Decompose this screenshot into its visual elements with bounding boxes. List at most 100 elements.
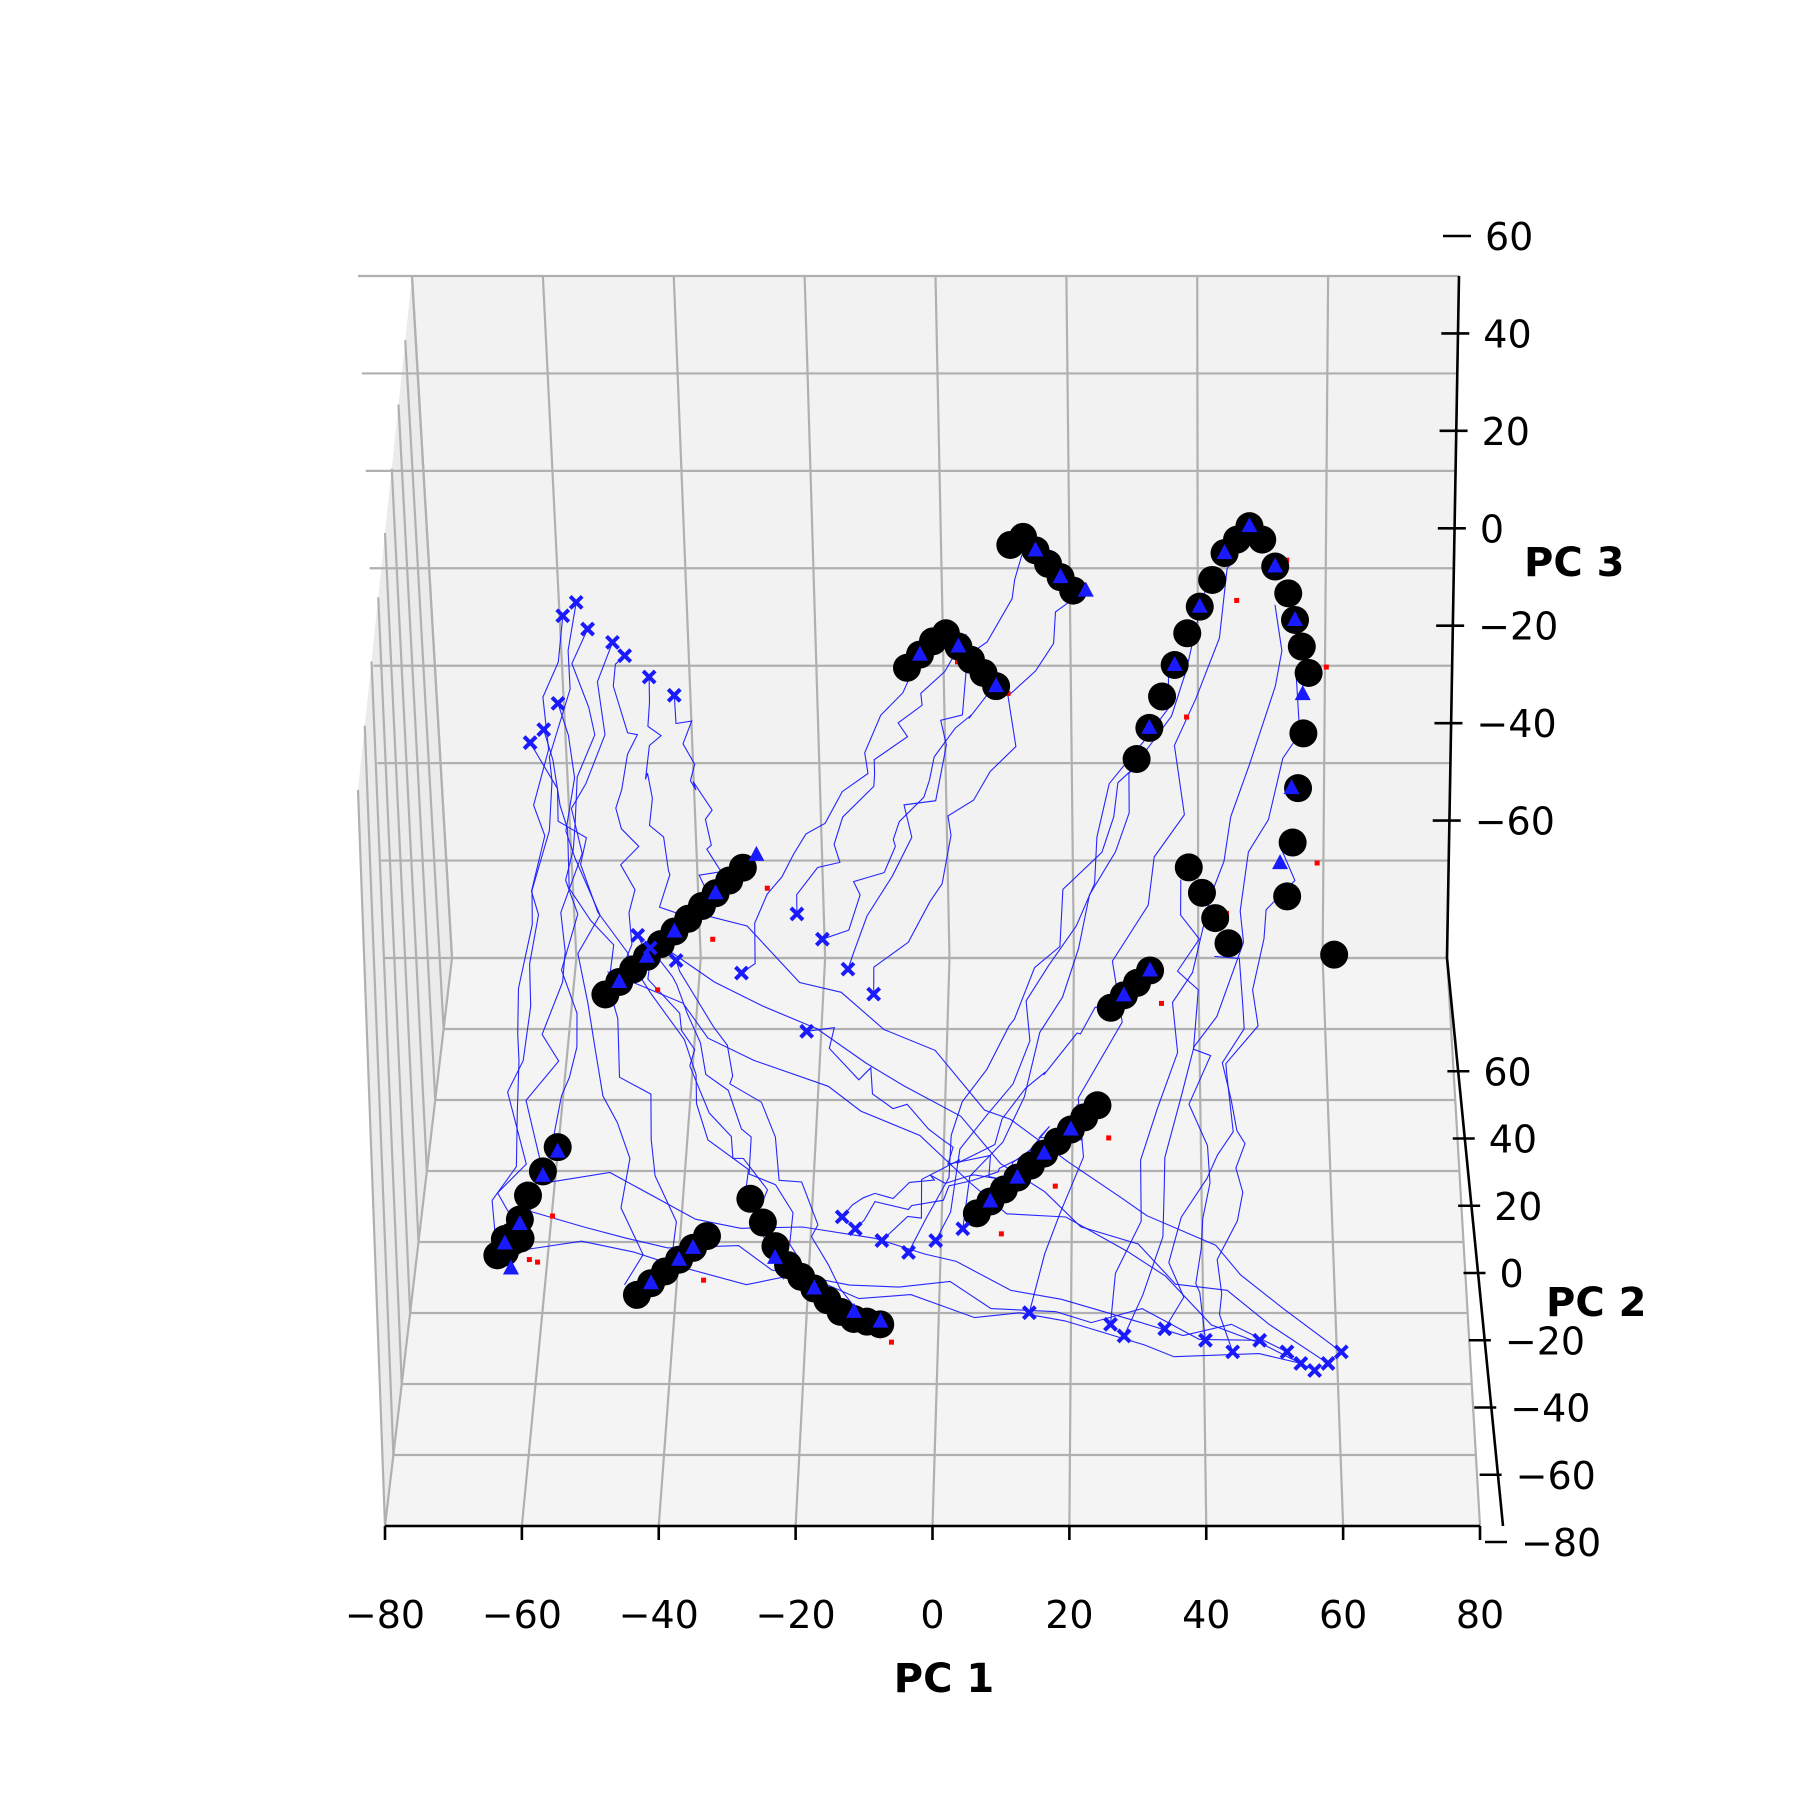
triangle-marker: [1077, 581, 1094, 597]
circle-marker: [1198, 565, 1227, 594]
x-marker: [1021, 1305, 1037, 1321]
x-tick-label: 40: [1182, 1593, 1230, 1637]
gridline-x-wall: [934, 275, 951, 959]
x-marker: [555, 608, 571, 624]
circle-marker: [1294, 658, 1323, 687]
triangle-marker: [685, 1238, 702, 1254]
circle-marker: [1274, 579, 1303, 608]
left-pane: [358, 276, 452, 1526]
triangle-marker: [1216, 544, 1233, 560]
circle-marker: [748, 1208, 777, 1237]
x-marker: [1293, 1355, 1309, 1371]
gridline-x-wall: [803, 275, 827, 959]
x-tick-label: 80: [1456, 1593, 1504, 1637]
circle-marker: [692, 1222, 721, 1251]
z-tick-label: 0: [1480, 507, 1504, 551]
trajectory-line: [557, 703, 644, 1286]
trajectory-line: [1109, 604, 1283, 1325]
y-tick-label: −40: [1510, 1387, 1590, 1431]
z-tick-label: −20: [1478, 605, 1558, 649]
trajectory-line: [491, 602, 577, 1244]
trajectory-line: [1028, 525, 1258, 1313]
x-marker: [874, 1233, 890, 1249]
x-marker: [630, 927, 646, 943]
y-axis-line: [1445, 957, 1505, 1527]
triangle-marker: [806, 1279, 823, 1295]
x-marker: [666, 687, 682, 703]
triangle-marker: [1009, 1168, 1026, 1184]
x-tick-label: 0: [920, 1593, 944, 1637]
triangle-marker: [638, 947, 655, 963]
circle-marker: [736, 1184, 765, 1213]
triangle-marker: [846, 1302, 863, 1318]
z-tick-label: 20: [1482, 410, 1530, 454]
red-dot-marker: [655, 987, 661, 993]
triangle-marker: [1166, 656, 1183, 672]
x-marker: [580, 621, 596, 637]
x-marker: [642, 940, 658, 956]
x-marker: [536, 722, 552, 738]
trajectory-line: [1214, 955, 1246, 1353]
trajectory-line: [496, 615, 564, 1230]
x-marker: [1198, 1332, 1213, 1348]
trajectory-line: [649, 947, 842, 1312]
z-axis-title: PC 3: [1524, 540, 1624, 586]
trajectory-line: [612, 655, 640, 978]
circle-marker: [514, 1181, 543, 1210]
triangle-marker: [1027, 541, 1044, 557]
z-tick-label: −40: [1476, 702, 1556, 746]
triangle-marker: [988, 677, 1005, 693]
x-tick-label: −40: [619, 1593, 699, 1637]
x-marker: [834, 1209, 850, 1225]
trajectory-line: [511, 642, 614, 1249]
x-marker: [866, 986, 882, 1002]
x-marker: [1157, 1321, 1173, 1337]
x-marker: [568, 594, 584, 610]
gridline-y-wall: [377, 597, 412, 1314]
triangle-marker: [1283, 779, 1300, 795]
x-marker: [789, 906, 805, 922]
trajectory-line: [822, 678, 1001, 940]
triangle-marker: [707, 884, 724, 900]
x-marker: [928, 1233, 944, 1249]
triangle-marker: [611, 972, 628, 988]
x-marker: [550, 695, 566, 711]
gridline-x-wall: [672, 275, 702, 959]
gridline-y-wall: [370, 661, 403, 1385]
triangle-marker: [1241, 517, 1258, 533]
triangle-marker: [1287, 610, 1304, 626]
trajectory-line: [881, 1006, 1122, 1242]
triangle-marker: [1052, 568, 1069, 584]
triangle-marker: [1062, 1120, 1079, 1136]
circle-marker: [506, 1224, 535, 1253]
x-axis-title: PC 1: [894, 1656, 994, 1702]
triangle-marker: [534, 1166, 551, 1182]
x-marker: [617, 648, 633, 664]
red-dot-marker: [998, 1231, 1004, 1237]
triangle-marker: [911, 645, 928, 661]
gridline-y-wall: [410, 275, 454, 959]
gridline-y-wall: [383, 532, 420, 1243]
x-marker: [668, 953, 684, 968]
x-marker: [1103, 1316, 1118, 1332]
y-tick-label: 60: [1483, 1050, 1531, 1094]
x-tick-label: −20: [756, 1593, 836, 1637]
x-marker: [840, 961, 856, 977]
trajectory-line: [675, 960, 868, 1323]
circle-marker: [1122, 745, 1151, 774]
triangle-marker: [666, 922, 683, 938]
trajectory-line: [673, 695, 723, 909]
circle-marker: [1273, 882, 1302, 911]
circle-marker: [1174, 853, 1203, 882]
z-tick-label: −60: [1475, 800, 1555, 844]
gridline-y-wall: [363, 725, 395, 1456]
trajectory-layer: [491, 525, 1342, 1371]
x-marker: [1225, 1344, 1241, 1360]
trajectory-line: [1123, 676, 1301, 1337]
gridline-x-wall: [1065, 275, 1075, 959]
red-dot-marker: [1106, 1135, 1112, 1141]
x-marker: [605, 634, 620, 650]
trajectory-line: [700, 913, 1342, 1353]
tick-label-layer: −80 −60 −40 −20 0 20 40 60 80 −80 −60 −40 −20 0 20 40 60…: [345, 215, 1601, 1637]
